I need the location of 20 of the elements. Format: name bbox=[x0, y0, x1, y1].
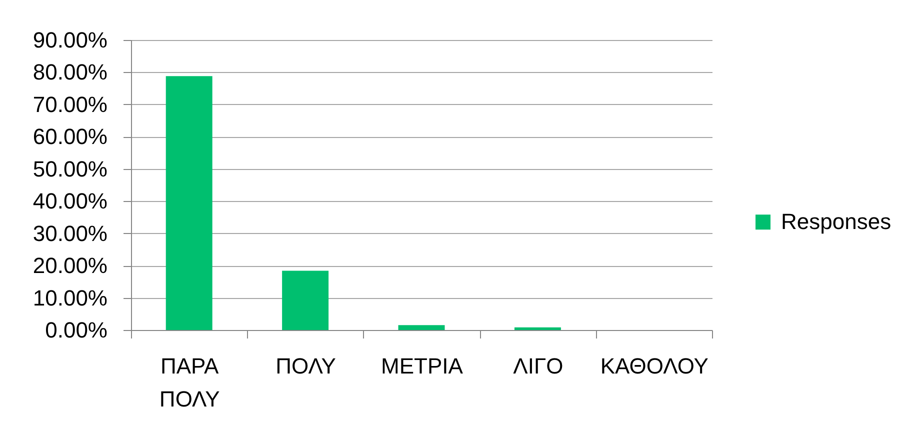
y-tick-label: 80.00% bbox=[32, 60, 108, 85]
bar bbox=[166, 76, 212, 330]
y-tick-label: 0.00% bbox=[45, 318, 108, 342]
x-tick-label: ΚΑΘΟΛΟΥ bbox=[600, 354, 709, 378]
y-tick-label: 60.00% bbox=[32, 124, 108, 150]
bar bbox=[398, 325, 445, 330]
y-tick-label: 30.00% bbox=[32, 220, 108, 246]
x-tick-label: ΛΙΓΟ bbox=[513, 354, 564, 378]
y-tick-label: 40.00% bbox=[32, 188, 108, 214]
y-tick-label: 50.00% bbox=[32, 156, 108, 182]
x-tick-label: ΠΑΡΑ ΠΟΛΥ bbox=[159, 354, 220, 412]
y-tick-label: 10.00% bbox=[32, 285, 108, 310]
bar bbox=[282, 270, 329, 330]
y-tick-label: 20.00% bbox=[32, 253, 108, 278]
x-tick-label: ΠΟΛΥ bbox=[276, 354, 336, 378]
bar bbox=[514, 327, 561, 330]
y-tick-label: 70.00% bbox=[32, 92, 108, 117]
legend-label: Responses bbox=[781, 209, 892, 234]
x-tick-label: ΜΕΤΡΙΑ bbox=[381, 354, 464, 378]
y-tick-label: 90.00% bbox=[32, 28, 108, 52]
